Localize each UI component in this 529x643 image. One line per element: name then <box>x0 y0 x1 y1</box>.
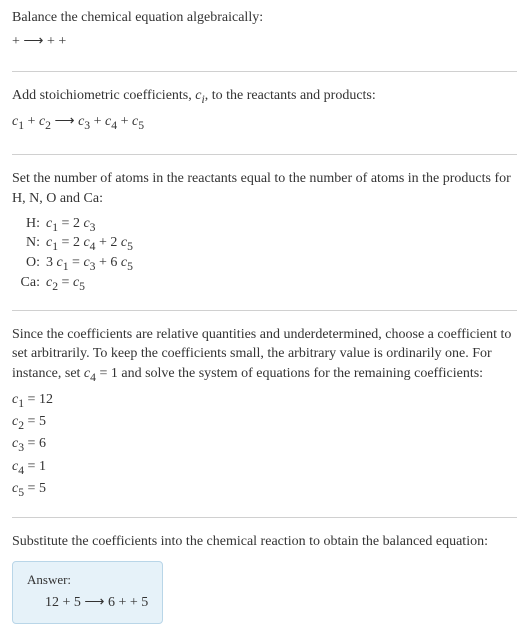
solve-text-b: = 1 and solve the system of equations fo… <box>96 366 483 381</box>
atoms-title: Set the number of atoms in the reactants… <box>12 169 517 208</box>
Ca-m1: = <box>58 275 73 290</box>
c5-sub: 5 <box>138 119 144 132</box>
c1v: = 12 <box>24 392 53 407</box>
coef-c3: c3 = 6 <box>12 434 517 456</box>
section-answer: Substitute the coefficients into the che… <box>12 532 517 625</box>
O-m1: = <box>69 255 84 270</box>
stoich-equation: c1 + c2 ⟶ c3 + c4 + c5 <box>12 112 517 134</box>
section-solve: Since the coefficients are relative quan… <box>12 325 517 518</box>
coef-c1: c1 = 12 <box>12 390 517 412</box>
N-m2: + 2 <box>96 235 121 250</box>
N-e3: 5 <box>127 240 133 253</box>
balance-title: Balance the chemical equation algebraica… <box>12 8 517 28</box>
lbl-N: N: <box>12 234 46 254</box>
eq-Ca: c2 = c5 <box>46 274 139 294</box>
stoich-title: Add stoichiometric coefficients, ci, to … <box>12 86 517 108</box>
row-Ca: Ca: c2 = c5 <box>12 274 139 294</box>
H-m1: = 2 <box>58 216 83 231</box>
solve-text: Since the coefficients are relative quan… <box>12 325 517 386</box>
row-H: H: c1 = 2 c3 <box>12 215 139 235</box>
arrow: ⟶ <box>51 114 78 129</box>
plus2: + <box>90 114 105 129</box>
H-e2: 3 <box>90 220 96 233</box>
eq-H: c1 = 2 c3 <box>46 215 139 235</box>
c5v: = 5 <box>24 481 46 496</box>
lbl-O: O: <box>12 254 46 274</box>
lbl-H: H: <box>12 215 46 235</box>
section-stoich: Add stoichiometric coefficients, ci, to … <box>12 86 517 155</box>
row-O: O: 3 c1 = c3 + 6 c5 <box>12 254 139 274</box>
balance-equation: + ⟶ + + <box>12 32 517 52</box>
lbl-Ca: Ca: <box>12 274 46 294</box>
eq-O: 3 c1 = c3 + 6 c5 <box>46 254 139 274</box>
coef-c5: c5 = 5 <box>12 479 517 501</box>
page: Balance the chemical equation algebraica… <box>0 0 529 632</box>
answer-label: Answer: <box>27 572 148 588</box>
eq-N: c1 = 2 c4 + 2 c5 <box>46 234 139 254</box>
atoms-table: H: c1 = 2 c3 N: c1 = 2 c4 + 2 c5 O: 3 c1… <box>12 215 139 294</box>
stoich-title-a: Add stoichiometric coefficients, <box>12 88 195 103</box>
stoich-title-b: , to the reactants and products: <box>205 88 376 103</box>
answer-box: Answer: 12 + 5 ⟶ 6 + + 5 <box>12 561 163 624</box>
plus1: + <box>24 114 39 129</box>
coef-c2: c2 = 5 <box>12 412 517 434</box>
row-N: N: c1 = 2 c4 + 2 c5 <box>12 234 139 254</box>
coef-c4: c4 = 1 <box>12 457 517 479</box>
O-m2: + 6 <box>96 255 121 270</box>
answer-title: Substitute the coefficients into the che… <box>12 532 517 552</box>
plus3: + <box>117 114 132 129</box>
Ca-e2: 5 <box>79 280 85 293</box>
section-atoms: Set the number of atoms in the reactants… <box>12 169 517 310</box>
N-m1: = 2 <box>58 235 83 250</box>
c2v: = 5 <box>24 414 46 429</box>
O-e3: 5 <box>127 260 133 273</box>
answer-equation: 12 + 5 ⟶ 6 + + 5 <box>27 594 148 611</box>
c3v: = 6 <box>24 436 46 451</box>
section-balance: Balance the chemical equation algebraica… <box>12 8 517 72</box>
c4v: = 1 <box>24 459 46 474</box>
coef-list: c1 = 12 c2 = 5 c3 = 6 c4 = 1 c5 = 5 <box>12 390 517 501</box>
O-pre: 3 <box>46 255 57 270</box>
